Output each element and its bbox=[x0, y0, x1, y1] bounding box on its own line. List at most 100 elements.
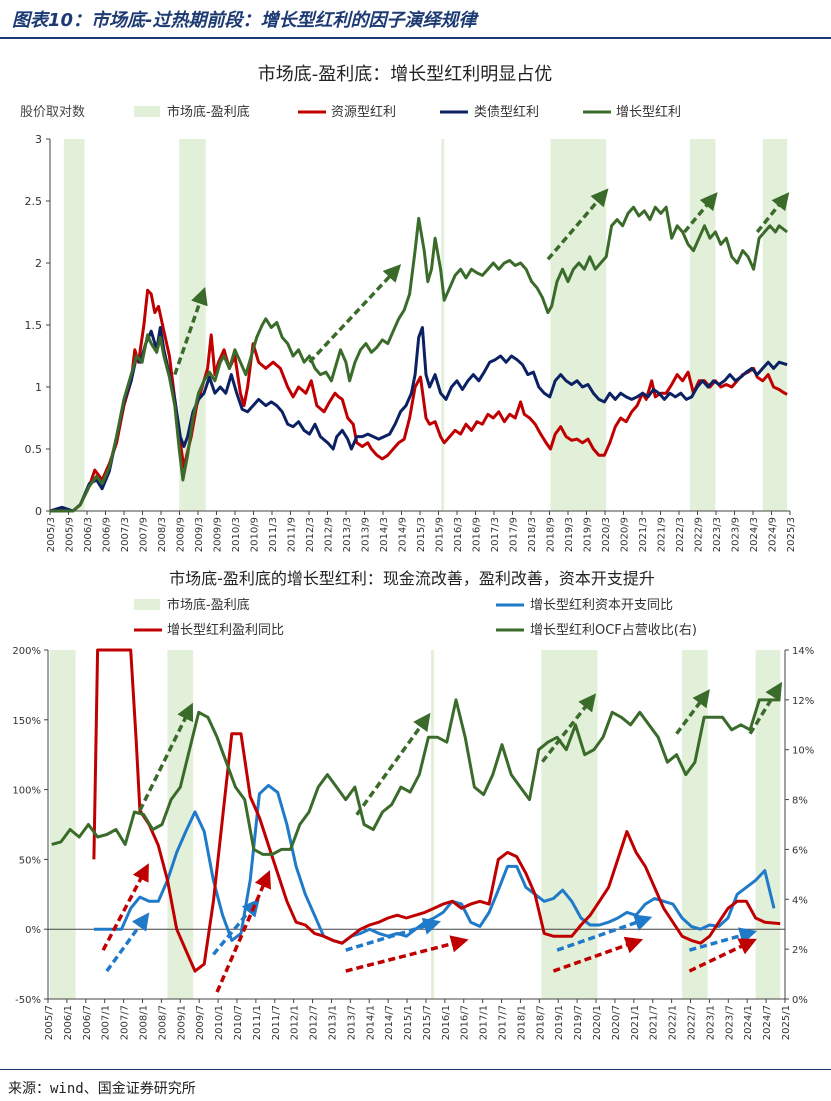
chart1-shaded-period-0 bbox=[63, 139, 85, 511]
chart2-xtick-label: 2005/7 bbox=[44, 1005, 55, 1040]
chart2-trend-arrow-blue-13 bbox=[688, 927, 758, 952]
chart1-xtick-label: 2011/9 bbox=[287, 517, 298, 552]
chart2-xtick-label: 2015/1 bbox=[403, 1005, 414, 1040]
chart2-xtick-label: 2020/1 bbox=[592, 1005, 603, 1040]
chart2-xtick-label: 2013/1 bbox=[327, 1005, 338, 1040]
chart2-shaded-period-5 bbox=[755, 650, 781, 999]
chart2-xtick-label: 2010/7 bbox=[233, 1005, 244, 1040]
chart2-ytick-right-label: 0% bbox=[792, 995, 808, 1006]
chart2-shaded-period-2 bbox=[431, 650, 434, 999]
chart1-ytick-label: 2.5 bbox=[25, 195, 43, 208]
chart2-trend-arrow-red-11 bbox=[552, 936, 644, 973]
chart2-xtick-label: 2021/7 bbox=[649, 1005, 660, 1040]
chart2-xtick-label: 2016/1 bbox=[441, 1005, 452, 1040]
chart1-xtick-label: 2017/9 bbox=[509, 517, 520, 552]
chart1-xtick-label: 2021/9 bbox=[657, 517, 668, 552]
chart2-xtick-label: 2008/7 bbox=[157, 1005, 168, 1040]
chart1-trend-arrow-1 bbox=[308, 264, 402, 364]
chart2-xtick-label: 2018/1 bbox=[516, 1005, 527, 1040]
chart1-title: 市场底-盈利底：增长型红利明显占优 bbox=[258, 64, 553, 85]
chart1-xtick-label: 2024/3 bbox=[749, 517, 760, 552]
chart1-xtick-label: 2020/3 bbox=[601, 517, 612, 552]
legend2-red-label: 增长型红利盈利同比 bbox=[167, 622, 284, 638]
chart2-xtick-label: 2009/1 bbox=[176, 1005, 187, 1040]
chart1-xtick-label: 2010/3 bbox=[231, 517, 242, 552]
chart2-trend-arrow-green-0 bbox=[138, 702, 194, 812]
chart1-xtick-label: 2022/3 bbox=[675, 517, 686, 552]
chart2-trend-arrow-blue-6 bbox=[105, 912, 150, 973]
chart1-xtick-label: 2018/3 bbox=[527, 517, 538, 552]
chart1-ytick-label: 0 bbox=[35, 505, 42, 518]
chart2-trend-arrow-red-14 bbox=[688, 938, 757, 973]
chart2-xtick-label: 2025/1 bbox=[781, 1005, 792, 1040]
chart2-ytick-left-label: 100% bbox=[12, 786, 41, 797]
chart2-ytick-left-label: 150% bbox=[12, 716, 41, 727]
chart1-xtick-label: 2022/9 bbox=[694, 517, 705, 552]
chart1-trend-arrow-4 bbox=[755, 192, 790, 234]
chart2-xtick-label: 2023/7 bbox=[724, 1005, 735, 1040]
chart2-xtick-label: 2022/7 bbox=[687, 1005, 698, 1040]
chart1-ytick-label: 0.5 bbox=[25, 443, 43, 456]
chart2-xtick-label: 2023/1 bbox=[705, 1005, 716, 1040]
chart1-ytick-label: 1.5 bbox=[25, 319, 43, 332]
chart1-xtick-label: 2007/3 bbox=[120, 517, 131, 552]
legend1-red-label: 资源型红利 bbox=[331, 104, 396, 120]
chart1-shaded-period-4 bbox=[689, 139, 716, 511]
chart2-xtick-label: 2021/1 bbox=[630, 1005, 641, 1040]
chart2-xtick-label: 2019/7 bbox=[573, 1005, 584, 1040]
chart2-xtick-label: 2016/7 bbox=[460, 1005, 471, 1040]
chart1-xtick-label: 2014/9 bbox=[398, 517, 409, 552]
chart1-xtick-label: 2023/3 bbox=[712, 517, 723, 552]
chart2-xtick-label: 2018/7 bbox=[535, 1005, 546, 1040]
chart1-shaded-period-1 bbox=[179, 139, 206, 511]
chart2-line-profit-yoy bbox=[92, 648, 781, 973]
chart2-xtick-label: 2020/7 bbox=[611, 1005, 622, 1040]
chart2-trend-arrow-blue-12 bbox=[556, 914, 653, 952]
chart1-xtick-label: 2010/9 bbox=[250, 517, 261, 552]
chart1-ytick-label: 1 bbox=[35, 381, 42, 394]
legend1-navy-label: 类债型红利 bbox=[474, 104, 539, 120]
chart1-trend-arrow-0 bbox=[173, 286, 208, 376]
chart1-xtick-label: 2015/9 bbox=[435, 517, 446, 552]
chart2-xtick-label: 2007/7 bbox=[120, 1005, 131, 1040]
chart1-xtick-label: 2005/3 bbox=[46, 517, 57, 552]
chart1-legend: 市场底-盈利底 资源型红利 类债型红利 增长型红利 bbox=[134, 104, 681, 120]
chart2-xtick-label: 2014/1 bbox=[365, 1005, 376, 1040]
chart1-xtick-label: 2008/9 bbox=[176, 517, 187, 552]
legend1-shade-label: 市场底-盈利底 bbox=[167, 104, 250, 120]
chart2-xtick-label: 2024/7 bbox=[762, 1005, 773, 1040]
chart1-xtick-label: 2019/9 bbox=[583, 517, 594, 552]
chart2-trend-arrow-blue-7 bbox=[212, 898, 260, 956]
chart2-ytick-left-label: -50% bbox=[15, 995, 41, 1006]
chart1-xtick-label: 2012/3 bbox=[305, 517, 316, 552]
chart2-trend-arrow-blue-9 bbox=[345, 917, 441, 952]
chart1-line-resource bbox=[49, 288, 788, 513]
figure-title: 图表10：市场底-过热期前段：增长型红利的因子演绎规律 bbox=[12, 10, 477, 31]
chart2-xtick-label: 2013/7 bbox=[346, 1005, 357, 1040]
chart1-xtick-label: 2013/9 bbox=[361, 517, 372, 552]
chart2-xtick-label: 2011/1 bbox=[252, 1005, 263, 1040]
chart2-trend-arrow-red-8 bbox=[215, 870, 272, 993]
legend1-green-label: 增长型红利 bbox=[616, 104, 681, 120]
chart-2: 市场底-盈利底的增长型红利：现金流改善，盈利改善，资本开支提升 市场底-盈利底 … bbox=[12, 569, 814, 1040]
chart2-ytick-left-label: 200% bbox=[12, 646, 41, 657]
chart2-xtick-label: 2010/1 bbox=[214, 1005, 225, 1040]
legend2-green-label: 增长型红利OCF占营收比(右) bbox=[530, 622, 697, 638]
chart1-xtick-label: 2024/9 bbox=[768, 517, 779, 552]
chart2-trend-arrow-green-3 bbox=[675, 689, 710, 735]
chart1-xtick-label: 2008/3 bbox=[157, 517, 168, 552]
chart1-xtick-label: 2009/9 bbox=[213, 517, 224, 552]
chart1-ytick-label: 3 bbox=[35, 133, 42, 146]
chart1-xtick-label: 2006/9 bbox=[102, 517, 113, 552]
chart2-xtick-label: 2017/7 bbox=[498, 1005, 509, 1040]
chart2-legend: 市场底-盈利底 增长型红利资本开支同比 增长型红利盈利同比 增长型红利OCF占营… bbox=[134, 597, 697, 638]
chart2-ytick-right-label: 12% bbox=[792, 696, 814, 707]
chart1-xtick-label: 2009/3 bbox=[194, 517, 205, 552]
chart2-title: 市场底-盈利底的增长型红利：现金流改善，盈利改善，资本开支提升 bbox=[169, 569, 655, 588]
chart1-xtick-label: 2016/9 bbox=[472, 517, 483, 552]
chart-1: 市场底-盈利底：增长型红利明显占优 股价取对数 市场底-盈利底 资源型红利 类债… bbox=[20, 64, 797, 552]
chart1-xtick-label: 2013/3 bbox=[342, 517, 353, 552]
chart1-trend-arrow-3 bbox=[683, 192, 718, 234]
chart1-ytick-label: 2 bbox=[35, 257, 42, 270]
legend2-shade-label: 市场底-盈利底 bbox=[167, 597, 250, 613]
